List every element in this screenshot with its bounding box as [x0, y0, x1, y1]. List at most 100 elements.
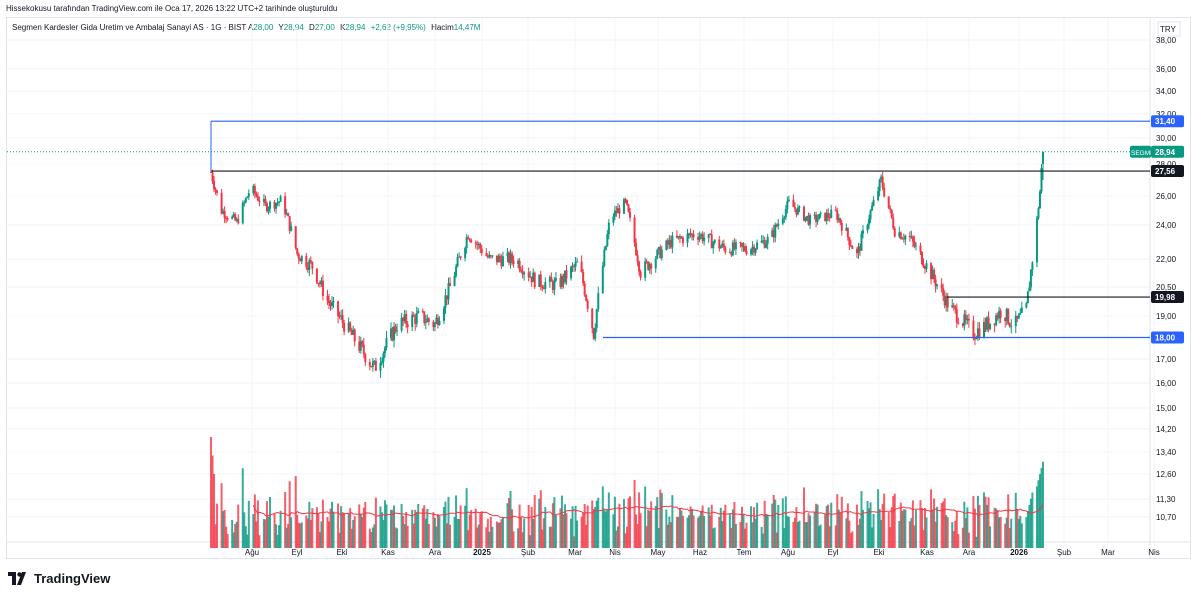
- volume-bar: [819, 524, 822, 548]
- time-tick-label: Ağu: [245, 548, 259, 557]
- volume-bar: [402, 516, 405, 548]
- volume-bar: [765, 514, 768, 548]
- candle-body: [347, 322, 350, 332]
- candle-body: [647, 261, 650, 270]
- candle-body: [851, 246, 854, 249]
- chart-frame[interactable]: Segmen Kardesler Gida Uretim ve Ambalaj …: [6, 17, 1191, 559]
- volume-bar: [370, 531, 373, 548]
- candle-body: [659, 247, 662, 258]
- candle-body: [775, 224, 778, 227]
- candle-body: [639, 271, 642, 278]
- candle-body: [544, 282, 547, 289]
- candle-body: [300, 255, 303, 262]
- candle-body: [1038, 191, 1041, 209]
- volume-bar: [359, 513, 362, 548]
- volume-bar: [358, 504, 361, 548]
- candle-body: [718, 239, 721, 249]
- volume-bar: [223, 510, 226, 548]
- candle-body: [364, 353, 367, 363]
- volume-bar: [337, 503, 340, 548]
- candle-body: [934, 279, 937, 287]
- volume-bar: [964, 517, 967, 548]
- candle-body: [232, 214, 235, 217]
- candle-body: [740, 243, 743, 247]
- volume-bar: [816, 504, 819, 548]
- candle-body: [276, 202, 279, 204]
- volume-bar: [709, 515, 712, 548]
- volume-bar: [680, 510, 683, 548]
- price-tick-label: 24,00: [1156, 221, 1177, 230]
- candle-body: [629, 211, 632, 218]
- volume-bar: [244, 526, 247, 548]
- volume-bar: [908, 521, 911, 548]
- volume-bar: [560, 495, 563, 548]
- volume-bar: [592, 509, 595, 548]
- candle-body: [491, 255, 494, 257]
- volume-bar: [585, 524, 588, 548]
- time-tick-label: Eki: [873, 548, 884, 557]
- volume-bar: [678, 507, 681, 548]
- volume-bar: [792, 521, 795, 548]
- volume-bar: [438, 516, 441, 548]
- volume-bar: [474, 508, 477, 548]
- price-chart[interactable]: 38,00 36,00 34,00 32,00 30,00 28,00 26,00 24,00…: [7, 18, 1191, 559]
- volume-bar: [793, 517, 796, 548]
- volume-bar: [855, 504, 858, 548]
- volume-bar: [583, 504, 586, 548]
- time-tick-label: Nis: [1148, 548, 1160, 557]
- candle-body: [435, 317, 438, 324]
- candle-body: [756, 242, 759, 249]
- volume-bar: [485, 527, 488, 548]
- candle-body: [574, 262, 577, 267]
- candle-body: [285, 213, 288, 215]
- candle-body: [943, 295, 946, 306]
- candle-body: [353, 329, 356, 342]
- candle-body: [998, 310, 1001, 319]
- volume-bar: [371, 527, 374, 548]
- candle-body: [666, 240, 669, 245]
- candle-body: [845, 227, 848, 231]
- volume-bar: [692, 515, 695, 548]
- candle-body: [474, 242, 477, 244]
- candle-body: [498, 255, 501, 260]
- candle-body: [529, 276, 532, 278]
- candle-body: [411, 314, 414, 328]
- candle-body: [1004, 317, 1007, 322]
- candle-body: [697, 237, 700, 240]
- candle-body: [745, 250, 748, 255]
- candle-body: [951, 305, 954, 308]
- candle-body: [762, 240, 765, 242]
- volume-bar: [993, 507, 996, 548]
- price-tick-label: 36,00: [1156, 65, 1177, 74]
- volume-bar: [405, 511, 408, 548]
- candle-body: [509, 253, 512, 264]
- time-tick-label: May: [650, 548, 665, 557]
- candle-body: [848, 237, 851, 246]
- volume-bar: [784, 496, 787, 548]
- volume-bar: [495, 521, 498, 548]
- volume-bar: [459, 505, 462, 548]
- volume-bar: [913, 525, 916, 548]
- candle-body: [654, 258, 657, 269]
- candle-body: [656, 249, 659, 259]
- price-tick-label: 12,60: [1156, 470, 1177, 479]
- volume-bar: [591, 500, 594, 548]
- volume-bar: [686, 517, 689, 548]
- candle-body: [636, 254, 639, 262]
- volume-bar: [707, 507, 710, 548]
- candle-body: [427, 318, 430, 322]
- volume-bar: [828, 526, 831, 548]
- candle-body: [872, 200, 875, 206]
- volume-bar: [393, 505, 396, 548]
- candle-body: [911, 236, 914, 242]
- volume-bar: [996, 510, 999, 548]
- candle-body: [976, 328, 979, 338]
- candle-body: [570, 266, 573, 279]
- volume-bar: [1040, 467, 1043, 548]
- candle-body: [391, 328, 394, 341]
- volume-bar: [296, 514, 299, 548]
- candle-body: [458, 256, 461, 258]
- volume-bar: [548, 526, 551, 548]
- volume-bar: [606, 509, 609, 548]
- level-tag: [1151, 165, 1184, 178]
